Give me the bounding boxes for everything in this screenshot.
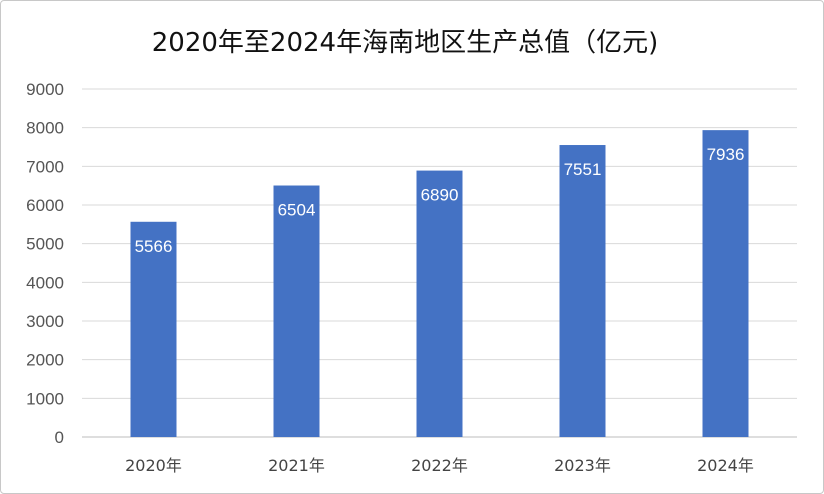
x-tick-label: 2022年 bbox=[411, 456, 468, 475]
x-tick-label: 2021年 bbox=[268, 456, 325, 475]
y-tick-label: 2000 bbox=[26, 351, 64, 370]
y-tick-label: 3000 bbox=[26, 312, 64, 331]
x-tick-label: 2023年 bbox=[554, 456, 611, 475]
bar bbox=[416, 170, 463, 437]
x-tick-label: 2024年 bbox=[697, 456, 754, 475]
x-axis-ticks: 2020年 2021年 2022年 2023年 2024年 bbox=[125, 456, 754, 475]
bars bbox=[130, 130, 749, 437]
data-label: 6890 bbox=[421, 186, 459, 205]
y-axis-ticks: 0 1000 2000 3000 4000 5000 6000 7000 8000 9000 bbox=[26, 80, 64, 447]
y-tick-label: 4000 bbox=[26, 273, 64, 292]
bar bbox=[559, 145, 606, 437]
bar bbox=[130, 221, 177, 437]
y-tick-label: 0 bbox=[55, 428, 64, 447]
data-label: 7936 bbox=[707, 145, 745, 164]
data-label: 6504 bbox=[278, 201, 316, 220]
y-tick-label: 6000 bbox=[26, 196, 64, 215]
y-tick-label: 5000 bbox=[26, 235, 64, 254]
data-label: 7551 bbox=[564, 160, 602, 179]
x-tick-label: 2020年 bbox=[125, 456, 182, 475]
y-tick-label: 9000 bbox=[26, 80, 64, 99]
chart-title: 2020年至2024年海南地区生产总值（亿元) bbox=[152, 28, 658, 58]
y-tick-label: 1000 bbox=[26, 389, 64, 408]
data-label: 5566 bbox=[135, 237, 173, 256]
bar bbox=[273, 185, 320, 437]
y-tick-label: 7000 bbox=[26, 157, 64, 176]
y-tick-label: 8000 bbox=[26, 119, 64, 138]
data-labels: 5566 6504 6890 7551 7936 bbox=[135, 145, 745, 256]
bar bbox=[702, 130, 749, 437]
gridlines bbox=[82, 88, 797, 438]
